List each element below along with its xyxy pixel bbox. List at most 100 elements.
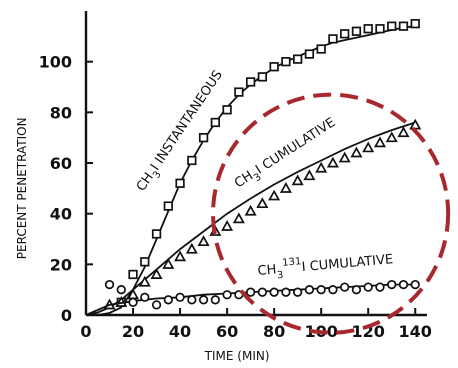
square-marker <box>281 57 291 67</box>
triangle-marker <box>174 250 187 262</box>
circle-marker <box>304 285 315 295</box>
x-tick-label: 20 <box>122 322 144 341</box>
square-marker <box>293 54 303 64</box>
circle-marker <box>410 279 420 290</box>
circle-marker <box>210 295 220 305</box>
y-tick-label: 100 <box>39 53 72 72</box>
triangle-marker <box>385 131 398 143</box>
triangle-marker <box>197 235 210 247</box>
y-tick-label: 40 <box>50 205 72 224</box>
series-label: CH3I INSTANTANEOUS <box>134 68 229 197</box>
triangle-marker <box>162 258 175 269</box>
triangle-marker <box>409 118 422 130</box>
circle-marker <box>222 290 232 300</box>
dashed-ellipse-annotation <box>210 92 451 335</box>
circle-marker <box>375 282 385 292</box>
square-marker <box>328 34 338 44</box>
square-marker <box>410 19 420 29</box>
square-marker <box>234 87 244 97</box>
square-marker <box>375 24 385 34</box>
circle-marker <box>128 297 138 307</box>
data-series <box>85 19 422 316</box>
triangle-marker <box>244 204 257 216</box>
circle-marker <box>140 292 150 302</box>
series-square <box>86 19 420 316</box>
x-tick-label: 120 <box>352 322 385 341</box>
x-tick-label: 40 <box>169 322 191 341</box>
circle-marker <box>293 287 303 297</box>
square-marker <box>128 269 138 280</box>
square-marker <box>198 133 209 143</box>
square-marker <box>340 29 350 39</box>
triangle-marker <box>279 182 292 193</box>
series-circle <box>85 279 420 316</box>
triangle-marker <box>326 156 339 168</box>
circle-marker <box>363 282 373 292</box>
square-marker <box>316 44 326 54</box>
square-marker <box>363 24 373 34</box>
y-tick-label: 20 <box>50 255 72 274</box>
circle-marker <box>187 295 197 305</box>
y-tick-label: 60 <box>50 154 72 173</box>
triangle-marker <box>373 136 386 148</box>
circle-marker <box>340 282 350 292</box>
square-marker <box>151 229 162 239</box>
x-tick-label: 140 <box>399 322 432 341</box>
circle-marker <box>281 287 291 297</box>
triangle-marker <box>397 126 410 138</box>
circle-marker <box>245 287 256 297</box>
square-marker <box>304 49 315 59</box>
triangle-marker <box>256 197 269 209</box>
circle-marker <box>328 285 338 295</box>
square-marker <box>398 21 409 31</box>
triangle-marker <box>232 212 245 224</box>
y-tick-label: 0 <box>61 306 72 325</box>
x-axis-title: TIME (MIN) <box>204 349 270 363</box>
square-marker <box>245 77 256 87</box>
triangle-marker <box>338 151 351 163</box>
series-triangle <box>85 118 422 316</box>
triangle-marker <box>185 242 198 254</box>
circle-marker <box>163 295 173 305</box>
circle-marker <box>387 279 397 290</box>
x-tick-label: 60 <box>216 322 238 341</box>
square-marker <box>351 26 362 36</box>
circle-marker <box>175 292 185 302</box>
series-curve <box>85 121 416 316</box>
square-marker <box>140 257 150 267</box>
circle-marker <box>151 300 162 310</box>
square-marker <box>187 155 197 166</box>
square-marker <box>210 117 220 128</box>
triangle-marker <box>303 169 316 181</box>
circle-marker <box>257 287 268 297</box>
y-tick-label: 80 <box>50 103 72 122</box>
circle-marker <box>351 285 362 295</box>
triangle-marker <box>362 141 375 153</box>
square-marker <box>222 105 232 115</box>
triangle-marker <box>138 275 151 287</box>
triangle-marker <box>150 268 163 279</box>
annotations <box>210 92 451 335</box>
circle-marker <box>104 279 115 290</box>
circle-marker <box>116 285 126 295</box>
triangle-marker <box>221 220 234 231</box>
square-marker <box>257 72 268 82</box>
triangle-marker <box>350 146 363 158</box>
square-marker <box>163 201 173 211</box>
series-label: CH3131I CUMULATIVE <box>257 248 394 283</box>
circle-marker <box>269 287 279 297</box>
circle-marker <box>398 279 409 290</box>
triangle-marker <box>315 161 328 173</box>
x-tick-label: 80 <box>263 322 285 341</box>
x-tick-label: 0 <box>80 322 91 341</box>
triangle-marker <box>268 189 281 201</box>
circle-marker <box>198 295 209 305</box>
square-marker <box>269 62 279 72</box>
circle-marker <box>316 285 326 295</box>
y-axis-title: PERCENT PENETRATION <box>15 117 29 259</box>
square-marker <box>387 21 397 31</box>
